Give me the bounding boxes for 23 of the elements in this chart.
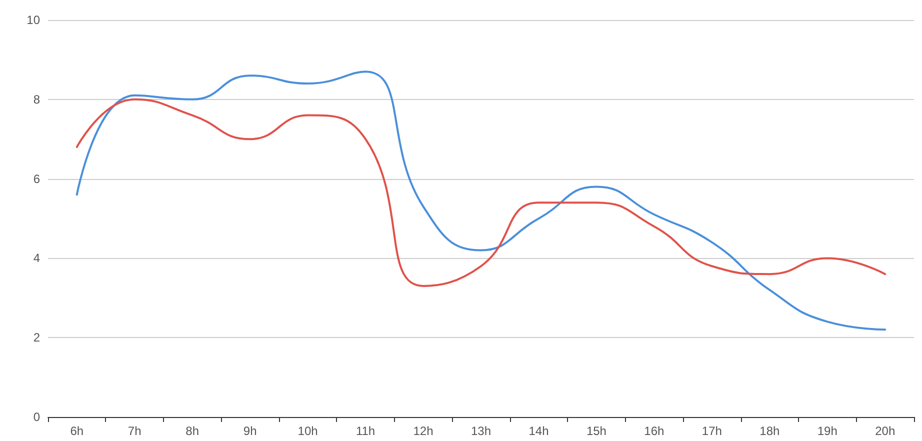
x-tick-label: 18h — [760, 424, 780, 438]
x-tick-label: 16h — [644, 424, 664, 438]
x-tick-label: 6h — [70, 424, 84, 438]
y-tick-label: 6 — [33, 172, 40, 186]
x-tick-label: 12h — [413, 424, 434, 438]
x-tick-label: 10h — [298, 424, 318, 438]
y-tick-label: 8 — [33, 92, 40, 106]
x-tick-label: 8h — [186, 424, 200, 438]
x-tick-label: 19h — [817, 424, 838, 438]
line-series — [76, 70, 886, 331]
y-tick-label: 0 — [33, 410, 40, 424]
y-tick-label: 4 — [33, 251, 40, 266]
y-tick-label: 2 — [33, 330, 40, 345]
x-tick-label: 17h — [702, 424, 722, 438]
x-tick-label: 9h — [243, 424, 257, 438]
x-tick-label: 11h — [356, 424, 376, 438]
x-tick-label: 13h — [470, 424, 492, 438]
x-tick-label: 7h — [128, 424, 142, 438]
x-tick-label: 15h — [586, 424, 606, 438]
x-tick-label: 20h — [875, 424, 896, 438]
line-series — [76, 98, 886, 287]
y-tick-label: 10 — [26, 13, 40, 27]
x-tick-label: 14h — [528, 424, 549, 438]
